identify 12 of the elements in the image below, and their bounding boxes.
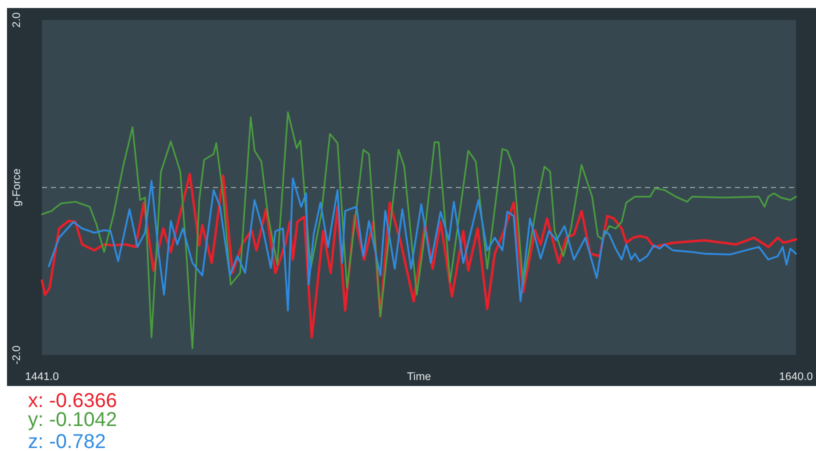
text: y: -0.1042 — [28, 409, 117, 431]
x-tick-label: 1441.0 — [25, 371, 59, 383]
x-axis-title: Time — [406, 371, 432, 383]
y-tick-label: -2.0 — [11, 346, 23, 364]
y-axis-title: g-Force — [11, 168, 23, 206]
line-series — [40, 172, 798, 339]
line-series — [41, 111, 797, 350]
text: z: -0.782 — [28, 431, 106, 451]
y-tick-label: 2.0 — [11, 12, 23, 28]
x-tick-label: 1640.0 — [779, 371, 813, 383]
text: x: -0.6366 — [28, 390, 117, 412]
line-series — [48, 177, 797, 312]
